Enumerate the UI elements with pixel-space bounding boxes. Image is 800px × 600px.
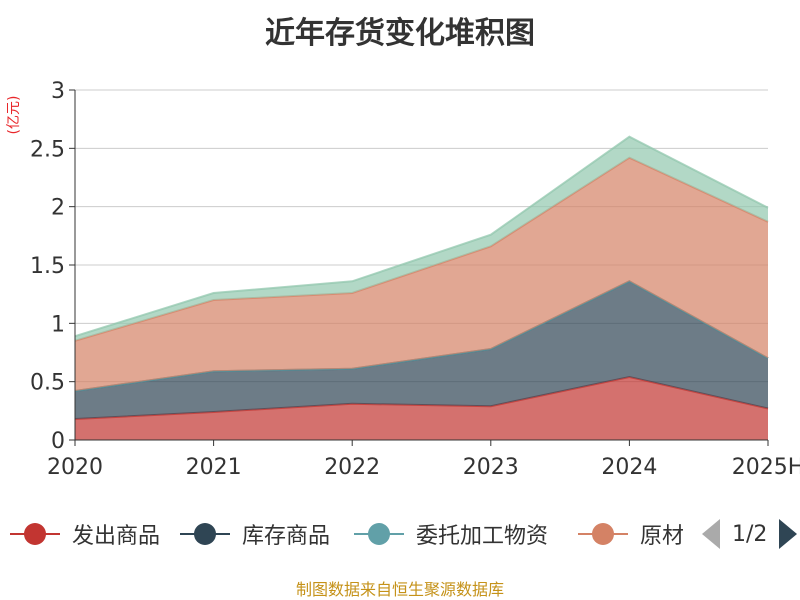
arrow-right-icon[interactable]: [779, 519, 798, 549]
legend: 发出商品 库存商品 委托加工物资 原材 1/2: [0, 516, 800, 556]
area-fill-2: [75, 281, 768, 419]
y-tick-label: 0: [51, 429, 65, 454]
legend-label: 库存商品: [242, 524, 331, 549]
chart-title: 近年存货变化堆积图: [265, 16, 535, 51]
legend-pager: 1/2: [702, 516, 798, 552]
y-tick-label: 0.5: [30, 371, 65, 396]
legend-item-3[interactable]: 委托加工物资: [354, 516, 548, 552]
legend-marker-icon: [10, 522, 60, 546]
arrow-left-icon[interactable]: [702, 519, 720, 549]
legend-item-4[interactable]: 原材: [578, 516, 683, 552]
area-line-5: [74, 135, 769, 338]
legend-label: 原材: [640, 524, 683, 549]
y-tick-label: 1.5: [30, 254, 65, 279]
y-tick-label: 3: [51, 79, 65, 104]
x-tick-label: 2021: [186, 455, 242, 480]
x-tick-label: 2023: [463, 455, 519, 480]
legend-label: 委托加工物资: [416, 524, 549, 549]
x-tick-label: 2022: [324, 455, 380, 480]
area-series: [74, 135, 769, 440]
y-tick-label: 2: [51, 196, 65, 221]
y-tick-label: 1: [51, 312, 65, 337]
area-fill-1: [75, 377, 768, 440]
y-tick-label: 2.5: [30, 137, 65, 162]
area-fill-5: [75, 136, 768, 341]
legend-marker-icon: [180, 522, 230, 546]
x-tick-label: 2024: [601, 455, 657, 480]
x-tick-label: 2020: [47, 455, 103, 480]
legend-page-indicator: 1/2: [732, 521, 768, 547]
legend-label: 发出商品: [72, 524, 161, 549]
data-source-note: 制图数据来自恒生聚源数据库: [295, 580, 504, 599]
legend-item-2[interactable]: 库存商品: [180, 516, 330, 552]
legend-marker-icon: [578, 522, 628, 546]
x-tick-label: 2025H: [732, 455, 800, 480]
legend-marker-icon: [354, 522, 404, 546]
y-axis-label: (亿元): [6, 96, 22, 135]
area-fill-4: [75, 157, 768, 391]
axes: 0 0.5 1 1.5 2 2.5 3 2020 2021 2022 2023 2024 2025H: [30, 79, 800, 480]
legend-items: 发出商品 库存商品 委托加工物资 原材: [0, 516, 683, 556]
legend-item-1[interactable]: 发出商品: [10, 516, 160, 552]
